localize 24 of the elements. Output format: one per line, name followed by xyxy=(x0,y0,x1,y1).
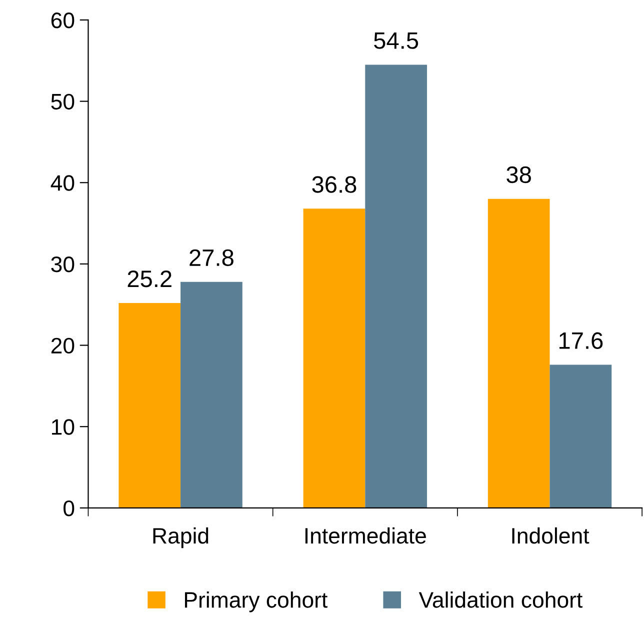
bar xyxy=(118,302,181,508)
bar xyxy=(365,64,427,508)
data-label: 38 xyxy=(506,166,531,184)
x-tick-label: Intermediate xyxy=(305,527,426,544)
y-tick-label: 50 xyxy=(51,94,74,110)
bar xyxy=(550,364,612,508)
bar xyxy=(488,198,550,508)
data-label: 25.2 xyxy=(128,270,172,288)
y-tick-label: 30 xyxy=(51,256,74,272)
data-label: 17.6 xyxy=(560,332,603,350)
bar xyxy=(180,282,242,508)
y-tick-label: 40 xyxy=(50,175,74,191)
bar xyxy=(303,208,366,508)
y-tick-label: 20 xyxy=(51,338,74,354)
legend-label: Primary cohort xyxy=(185,591,328,612)
data-label: 54.5 xyxy=(374,32,418,49)
y-tick-label: 0 xyxy=(64,500,74,516)
data-label: 36.8 xyxy=(312,176,356,193)
y-tick-label: 10 xyxy=(52,419,74,435)
y-tick-label: 60 xyxy=(51,12,74,28)
x-tick-label: Indolent xyxy=(512,527,590,544)
legend-label: Validation cohort xyxy=(418,591,583,608)
x-tick-label: Rapid xyxy=(153,527,208,548)
data-label: 27.8 xyxy=(190,249,234,266)
